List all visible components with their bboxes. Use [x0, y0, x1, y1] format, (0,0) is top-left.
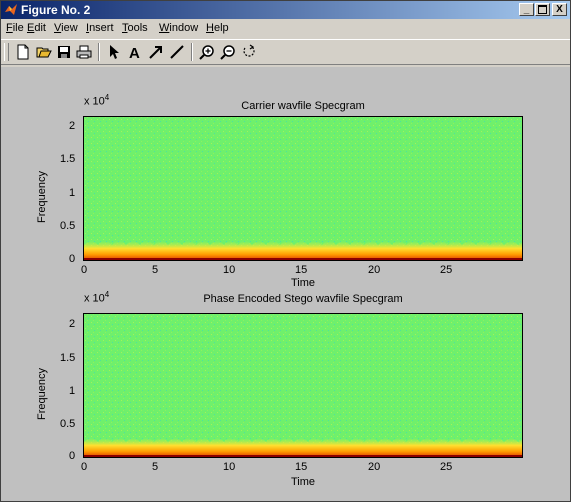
figure-canvas: x 104 Carrier wavfile Specgram Frequency… [1, 67, 570, 501]
x-tick-label: 10 [223, 264, 236, 276]
zoom-out-icon[interactable] [218, 42, 238, 62]
x-tick-label: 20 [368, 264, 381, 276]
toolbar: A [1, 39, 570, 65]
x-tick-label: 25 [440, 264, 453, 276]
new-file-icon[interactable] [13, 42, 33, 62]
close-button[interactable]: X [552, 3, 567, 16]
x-tick-label: 10 [223, 461, 236, 473]
plot-title-stego: Phase Encoded Stego wavfile Specgram [203, 293, 403, 305]
x-tick-label: 20 [368, 461, 381, 473]
maximize-icon [538, 5, 547, 14]
spectrogram-image-carrier [84, 117, 522, 260]
window-title: Figure No. 2 [21, 3, 91, 17]
insert-arrow-icon[interactable] [146, 42, 166, 62]
insert-line-icon[interactable] [167, 42, 187, 62]
title-bar[interactable]: Figure No. 2 _ X [1, 1, 570, 19]
menu-help[interactable]: Help [206, 22, 229, 34]
x-axis-label-2: Time [290, 476, 316, 488]
print-icon[interactable] [74, 42, 94, 62]
spectrogram-axes-stego[interactable] [83, 313, 523, 458]
matlab-logo-icon [5, 4, 17, 15]
x-tick-label: 15 [295, 264, 308, 276]
y-tick-label: 1.5 [60, 352, 76, 364]
y-tick-label: 1 [69, 187, 76, 199]
y-tick-label: 0.5 [60, 418, 76, 430]
y-tick-label: 0 [69, 450, 76, 462]
select-arrow-icon[interactable] [104, 42, 124, 62]
x-tick-label: 15 [295, 461, 308, 473]
menu-window[interactable]: Window [159, 22, 199, 34]
x-tick-label: 25 [440, 461, 453, 473]
minimize-button[interactable]: _ [519, 3, 534, 16]
maximize-button[interactable] [535, 3, 550, 16]
menu-insert[interactable]: Insert [86, 22, 114, 34]
menu-view[interactable]: View [54, 22, 78, 34]
open-file-icon[interactable] [34, 42, 54, 62]
x-tick-label: 5 [152, 264, 159, 276]
menu-tools[interactable]: Tools [122, 22, 148, 34]
y-tick-label: 0 [69, 253, 76, 265]
toolbar-separator [191, 43, 193, 61]
menu-file[interactable]: File [6, 22, 24, 34]
spectrogram-image-stego [84, 314, 522, 457]
y-tick-label: 0.5 [60, 220, 76, 232]
spectrogram-axes-carrier[interactable] [83, 116, 523, 261]
y-tick-label: 1.5 [60, 153, 76, 165]
insert-text-icon[interactable]: A [125, 42, 145, 62]
x-tick-label: 0 [81, 461, 88, 473]
menu-bar: File Edit View Insert Tools Window Help [1, 20, 570, 38]
zoom-in-icon[interactable] [197, 42, 217, 62]
y-tick-label: 2 [69, 318, 76, 330]
plot-title-carrier: Carrier wavfile Specgram [241, 100, 365, 112]
svg-text:A: A [129, 45, 140, 60]
menu-edit[interactable]: Edit [27, 22, 46, 34]
x-tick-label: 5 [152, 461, 159, 473]
y-axis-label-1: Frequency [35, 171, 48, 223]
x-tick-label: 0 [81, 264, 88, 276]
save-icon[interactable] [54, 42, 74, 62]
toolbar-grip[interactable] [4, 43, 9, 61]
y-exponent-2: x 104 [84, 290, 110, 305]
toolbar-separator [98, 43, 100, 61]
x-axis-label-1: Time [290, 277, 316, 289]
y-tick-label: 1 [69, 385, 76, 397]
y-axis-label-2: Frequency [35, 368, 48, 420]
y-exponent-1: x 104 [84, 93, 110, 108]
rotate-icon[interactable] [239, 42, 259, 62]
y-tick-label: 2 [69, 120, 76, 132]
